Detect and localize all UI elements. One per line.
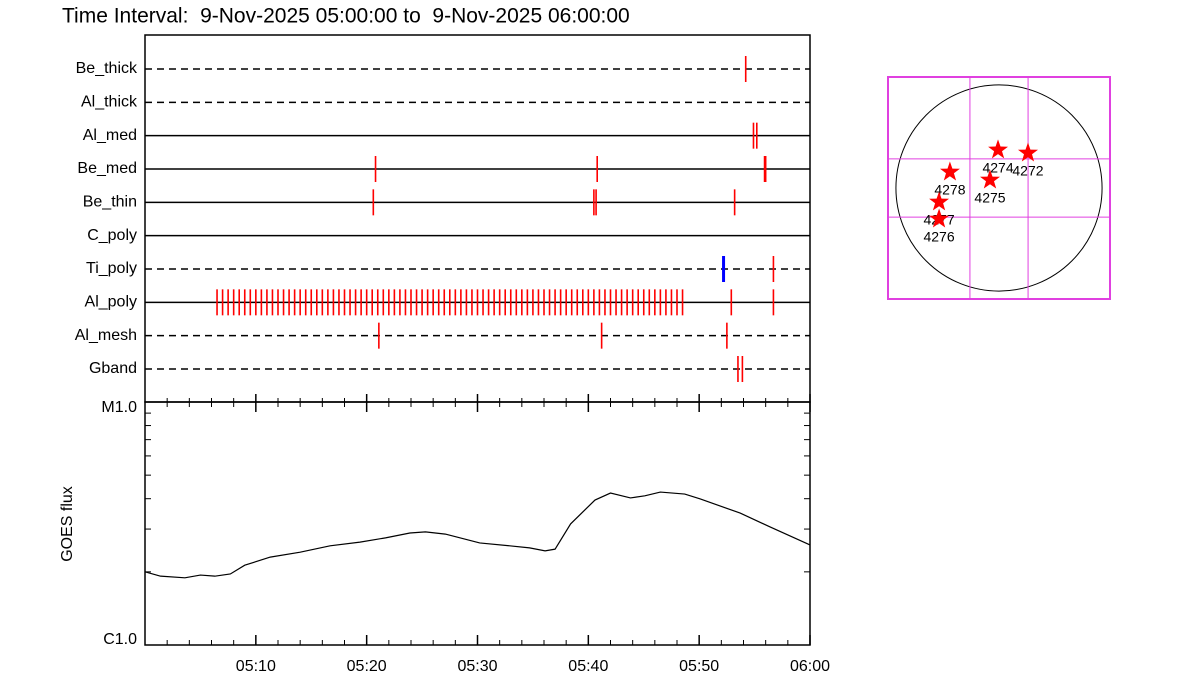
y-tick-label: C1.0 xyxy=(103,631,137,648)
row-label: Gband xyxy=(89,360,137,377)
event-frame xyxy=(144,34,811,403)
chart-title: Time Interval: 9-Nov-2025 05:00:00 to 9-… xyxy=(62,5,630,28)
x-tick-label: 06:00 xyxy=(790,658,830,675)
solar-disk xyxy=(895,84,1103,292)
row-label: Be_thin xyxy=(83,194,137,211)
row-label: Al_mesh xyxy=(75,327,137,344)
region-star xyxy=(929,191,949,211)
region-label: 4275 xyxy=(974,190,1005,206)
region-label: 4278 xyxy=(934,182,965,198)
region-star xyxy=(929,208,949,228)
x-tick-label: 05:40 xyxy=(568,658,608,675)
map-frame xyxy=(887,76,1111,300)
region-star xyxy=(1018,142,1038,162)
region-label: 4272 xyxy=(1012,163,1043,179)
y-axis-label: GOES flux xyxy=(59,486,76,562)
row-label: Al_med xyxy=(83,127,137,144)
x-tick-label: 05:30 xyxy=(457,658,497,675)
x-tick-label: 05:10 xyxy=(236,658,276,675)
row-label: Ti_poly xyxy=(86,260,137,277)
x-tick-label: 05:50 xyxy=(679,658,719,675)
region-label: 4276 xyxy=(923,229,954,245)
region-star xyxy=(940,161,960,181)
row-label: Al_poly xyxy=(85,294,137,311)
x-tick-label: 05:20 xyxy=(347,658,387,675)
row-label: Al_thick xyxy=(81,94,138,111)
row-label: C_poly xyxy=(87,227,137,244)
region-star xyxy=(980,169,1000,189)
row-label: Be_med xyxy=(77,160,137,177)
flux-line xyxy=(144,491,811,579)
region-label: 4274 xyxy=(982,160,1013,176)
plot-frame xyxy=(144,401,811,646)
y-tick-label: M1.0 xyxy=(101,399,137,416)
row-label: Be_thick xyxy=(76,60,138,77)
region-star xyxy=(988,139,1008,159)
